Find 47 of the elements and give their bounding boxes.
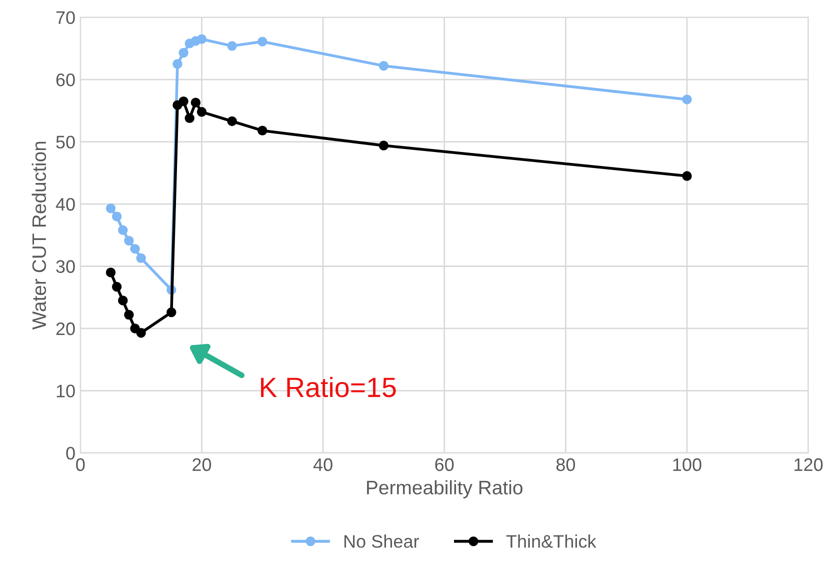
legend-label: No Shear	[344, 534, 419, 548]
x-tick-label: 80	[556, 458, 575, 472]
point	[172, 59, 182, 69]
point	[106, 204, 116, 214]
point	[682, 94, 692, 104]
point	[378, 60, 389, 71]
point	[118, 225, 128, 236]
legend-label: Thin&Thick	[506, 534, 596, 548]
point	[136, 328, 146, 338]
x-tick-label: 40	[313, 458, 332, 472]
x-tick-label: 0	[76, 458, 85, 472]
point	[136, 253, 146, 264]
point	[378, 140, 389, 150]
point	[682, 171, 692, 181]
point	[190, 98, 201, 108]
point	[227, 116, 237, 126]
annotation: K Ratio=15	[261, 376, 396, 398]
point	[258, 126, 268, 136]
y-tick-label: 30	[56, 260, 75, 273]
x-axis-title: Permeability Ratio	[367, 480, 522, 498]
y-tick-label: 0	[66, 446, 75, 460]
y-tick-label: 70	[56, 11, 75, 24]
point	[118, 296, 128, 306]
y-tick-label: 60	[56, 73, 75, 86]
x-tick-label: 120	[794, 458, 823, 472]
point	[178, 96, 188, 106]
point	[196, 34, 207, 44]
point	[124, 310, 134, 320]
x-tick-label: 20	[192, 458, 212, 472]
point	[106, 268, 116, 278]
y-tick-label: 40	[56, 198, 75, 211]
x-tick-label: 60	[435, 458, 454, 472]
y-tick-label: 20	[56, 322, 75, 336]
point	[112, 282, 122, 292]
point	[258, 36, 268, 46]
y-axis-title: Water CUT Reduction	[32, 142, 46, 330]
point	[130, 244, 140, 254]
point	[178, 48, 188, 58]
point	[166, 307, 176, 318]
x-tick-label: 100	[673, 458, 702, 472]
point	[124, 236, 134, 246]
point	[112, 212, 122, 222]
point	[196, 107, 207, 117]
y-tick-label: 10	[56, 384, 75, 398]
point	[184, 113, 194, 123]
point	[227, 41, 237, 51]
y-tick-label: 50	[56, 136, 75, 148]
